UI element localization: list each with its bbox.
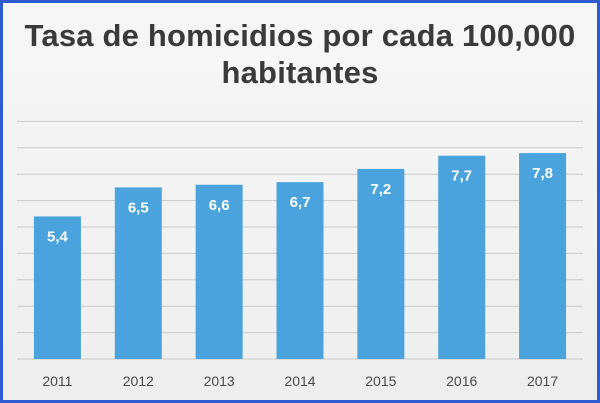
x-tick-label-2012: 2012	[123, 373, 154, 389]
bar-2014	[276, 182, 324, 359]
x-tick-label-2011: 2011	[42, 373, 72, 389]
bar-2013	[195, 184, 243, 359]
data-label-2016: 7,7	[451, 168, 472, 185]
x-tick-label-2013: 2013	[204, 373, 235, 389]
data-label-2013: 6,6	[209, 197, 230, 214]
x-tick-label-2017: 2017	[527, 373, 558, 389]
data-label-2017: 7,8	[532, 165, 553, 182]
x-tick-label-2015: 2015	[365, 373, 396, 389]
bar-2012	[114, 187, 162, 359]
bar-2011	[33, 216, 81, 359]
chart-title-line-1: Tasa de homicidios por cada 100,000	[24, 18, 576, 53]
bar-2016	[438, 155, 486, 359]
bar-2017	[519, 153, 567, 359]
data-label-2015: 7,2	[370, 181, 391, 198]
data-label-2012: 6,5	[128, 199, 149, 216]
data-label-2014: 6,7	[290, 194, 311, 211]
chart-title-line-2: habitantes	[221, 55, 379, 90]
bar-chart: 5,4 2011 6,5 2012 6,6 2013 6,7 2014 7,2 2015 7,7 20…	[17, 120, 583, 389]
bar-2015	[357, 168, 405, 359]
x-tick-label-2016: 2016	[446, 373, 477, 389]
x-tick-label-2014: 2014	[284, 373, 315, 389]
data-label-2011: 5,4	[47, 228, 69, 245]
chart-title: Tasa de homicidios por cada 100,000 habi…	[3, 17, 597, 91]
